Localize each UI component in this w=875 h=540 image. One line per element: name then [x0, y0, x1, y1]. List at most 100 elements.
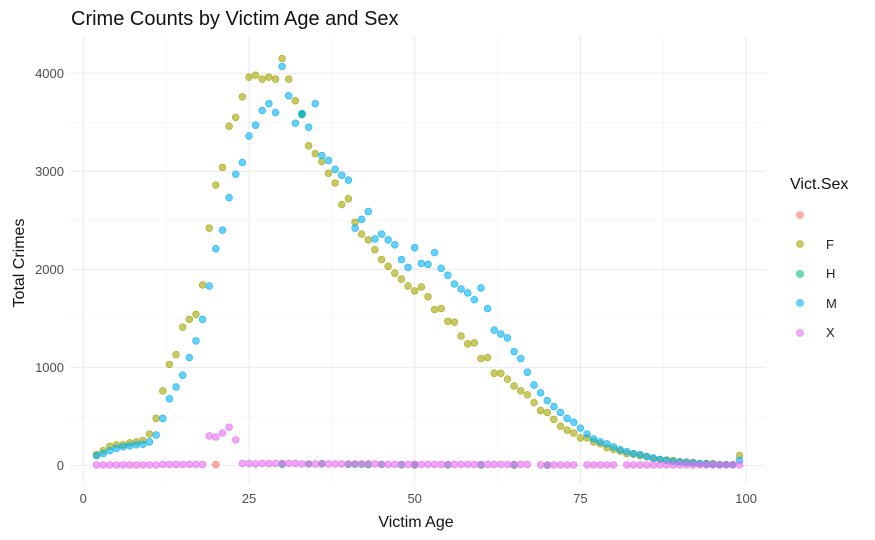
data-point — [238, 459, 247, 468]
data-point — [682, 461, 691, 469]
legend-item: H — [790, 259, 848, 289]
data-point — [338, 460, 346, 468]
data-point — [636, 461, 644, 469]
data-point — [185, 353, 194, 362]
legend-dot — [796, 299, 804, 308]
data-point — [603, 440, 611, 448]
x-tick-label: 50 — [407, 491, 421, 506]
data-point — [324, 169, 333, 177]
data-point — [523, 391, 532, 399]
legend-item: F — [790, 230, 848, 260]
data-point — [410, 244, 419, 252]
data-point — [278, 54, 286, 63]
data-point — [278, 62, 286, 71]
data-point — [371, 235, 379, 243]
data-point — [265, 99, 273, 108]
data-point — [165, 360, 174, 369]
data-point — [490, 326, 498, 334]
data-point — [192, 337, 200, 345]
data-point — [344, 195, 353, 203]
legend-key — [790, 323, 810, 343]
data-point — [304, 142, 313, 150]
data-point — [642, 461, 651, 469]
data-point — [464, 289, 472, 297]
data-point — [530, 398, 538, 407]
data-point — [338, 200, 346, 209]
data-point — [430, 460, 439, 469]
data-point — [311, 99, 319, 108]
data-point — [364, 460, 372, 468]
legend-key — [790, 293, 810, 313]
data-point — [311, 149, 319, 158]
data-point — [291, 459, 300, 468]
data-point — [589, 461, 598, 469]
data-point — [324, 156, 333, 165]
data-point — [371, 460, 379, 468]
data-point — [709, 461, 717, 469]
data-point — [404, 263, 412, 272]
data-point — [424, 293, 432, 301]
legend-dot — [796, 210, 804, 219]
data-point — [410, 460, 419, 469]
data-point — [225, 194, 233, 202]
data-point — [265, 459, 273, 468]
data-point — [251, 460, 260, 468]
data-point — [298, 109, 306, 118]
y-tick-label: 4000 — [35, 66, 64, 81]
data-point — [430, 248, 439, 257]
data-point — [258, 75, 266, 83]
data-point — [596, 461, 604, 469]
data-point — [570, 429, 578, 437]
data-point — [178, 323, 187, 331]
data-point — [642, 452, 651, 461]
data-point — [278, 459, 286, 468]
data-point — [477, 460, 485, 469]
data-point — [503, 460, 512, 469]
y-axis-title: Total Crimes — [11, 219, 28, 308]
legend-item: M — [790, 289, 848, 319]
data-point — [576, 424, 585, 432]
data-point — [212, 181, 220, 189]
data-point — [517, 354, 525, 363]
legend-item — [790, 200, 848, 230]
data-point — [377, 230, 386, 238]
data-point — [371, 246, 379, 254]
data-point — [649, 461, 658, 469]
data-point — [609, 461, 618, 469]
data-point — [616, 446, 624, 454]
data-point — [198, 460, 207, 469]
data-point — [437, 304, 445, 313]
data-point — [656, 461, 664, 469]
legend-key — [790, 205, 810, 225]
data-point — [364, 207, 372, 216]
data-point — [530, 381, 538, 389]
data-point — [477, 284, 485, 292]
data-point — [576, 434, 585, 442]
data-point — [218, 429, 227, 437]
data-point — [324, 460, 333, 468]
data-point — [589, 435, 598, 443]
data-point — [417, 259, 426, 268]
data-point — [702, 461, 711, 469]
grid — [70, 36, 766, 485]
data-point — [331, 179, 339, 187]
data-point — [563, 414, 571, 423]
data-point — [550, 461, 558, 469]
data-point — [178, 460, 187, 469]
data-point — [470, 460, 479, 469]
data-point — [483, 304, 492, 313]
data-point — [245, 132, 253, 140]
data-point — [556, 422, 565, 430]
data-point — [251, 121, 260, 129]
data-point — [676, 461, 684, 469]
data-point — [517, 460, 525, 469]
data-point — [357, 460, 366, 468]
data-point — [185, 460, 194, 469]
data-point — [212, 433, 220, 441]
data-point — [536, 389, 545, 397]
data-point — [510, 460, 518, 469]
data-point — [430, 305, 439, 314]
data-point — [490, 369, 498, 377]
data-point — [232, 436, 240, 444]
